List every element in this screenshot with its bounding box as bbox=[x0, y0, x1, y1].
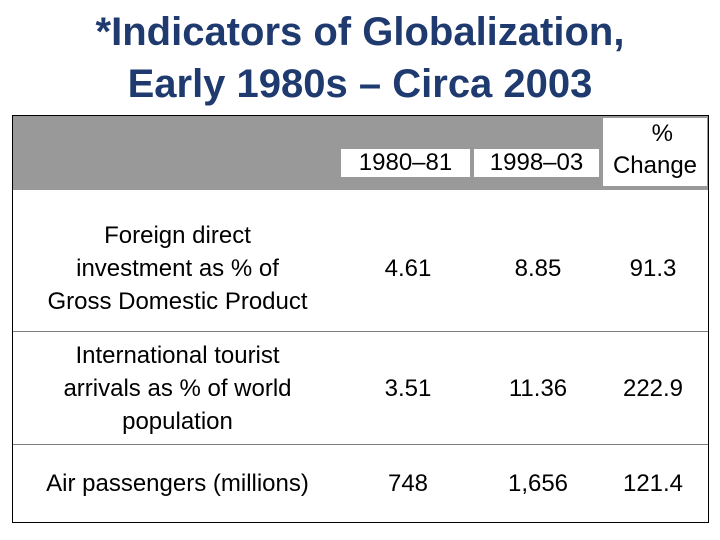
row-label-line: investment as % of bbox=[76, 254, 279, 282]
value-1980-81: 748 bbox=[387, 469, 429, 497]
column-header-change-word: Change bbox=[612, 152, 698, 179]
value-1998-03: 1,656 bbox=[507, 469, 569, 497]
value-1980-81: 3.51 bbox=[384, 374, 432, 402]
row-label: Foreign direct investment as % of Gross … bbox=[15, 208, 340, 328]
value-percent-change: 91.3 bbox=[629, 254, 677, 282]
row-label-line: population bbox=[122, 407, 233, 435]
row-label-line: Air passengers (millions) bbox=[46, 469, 309, 497]
row-label-line: Foreign direct bbox=[104, 221, 251, 249]
row-divider bbox=[13, 331, 708, 332]
indicators-table: 1980–81 1998–03 % Change Foreign direct … bbox=[12, 115, 709, 523]
title-line-2: Early 1980s – Circa 2003 bbox=[127, 62, 593, 106]
column-header-1998-03: 1998–03 bbox=[474, 149, 599, 177]
row-label: International tourist arrivals as % of w… bbox=[15, 336, 340, 440]
value-percent-change: 222.9 bbox=[622, 374, 684, 402]
column-header-1980-81: 1980–81 bbox=[341, 149, 470, 177]
column-header-percent-change: % Change bbox=[603, 118, 707, 186]
table-row: Air passengers (millions) 748 1,656 121.… bbox=[13, 448, 708, 518]
value-1980-81: 4.61 bbox=[384, 254, 432, 282]
row-divider bbox=[13, 444, 708, 445]
value-1998-03: 8.85 bbox=[514, 254, 562, 282]
table-header-row: 1980–81 1998–03 % Change bbox=[13, 116, 708, 190]
value-percent-change: 121.4 bbox=[622, 469, 684, 497]
row-label-line: arrivals as % of world bbox=[63, 374, 292, 402]
row-label-line: International tourist bbox=[75, 341, 280, 369]
value-1998-03: 11.36 bbox=[508, 374, 568, 402]
table-row: International tourist arrivals as % of w… bbox=[13, 336, 708, 440]
title-line-1: *Indicators of Globalization, bbox=[95, 10, 625, 54]
page-title: *Indicators of Globalization, Early 1980… bbox=[0, 6, 720, 110]
row-label: Air passengers (millions) bbox=[15, 448, 340, 518]
table-row: Foreign direct investment as % of Gross … bbox=[13, 208, 708, 328]
row-label-line: Gross Domestic Product bbox=[47, 287, 308, 315]
column-header-percent-sign: % bbox=[651, 120, 673, 147]
